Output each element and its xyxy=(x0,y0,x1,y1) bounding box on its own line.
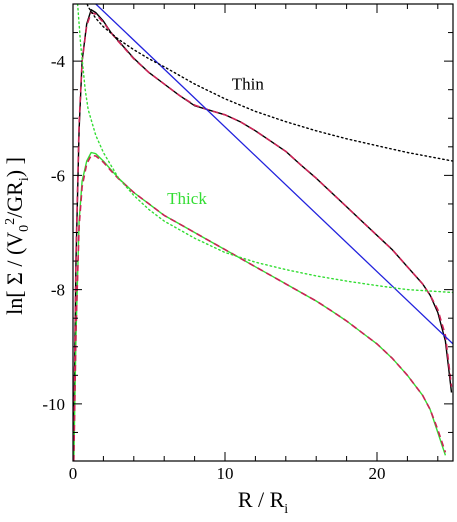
y-axis-title-part-3: /GR xyxy=(2,181,27,218)
y-axis-title-part-5: ) ] xyxy=(2,157,27,177)
series-line-2 xyxy=(73,151,447,461)
plot-frame xyxy=(72,3,454,462)
y-axis-title-part-2: 2 xyxy=(3,218,18,225)
y-axis-title-part-4: i xyxy=(17,177,32,181)
anno-thick: Thick xyxy=(167,189,207,208)
tick-label-layer: 0 10 20 -4 -6 -8 -10 xyxy=(42,52,385,483)
series-line-1 xyxy=(73,11,453,433)
y-axis-title: ln[ Σ / (V02/GRi) ] xyxy=(2,157,32,315)
x-tick-label-10: 10 xyxy=(217,464,234,483)
tick-layer xyxy=(72,3,453,462)
y-tick-label--6: -6 xyxy=(51,166,65,185)
y-axis-title-part-0: ln[ Σ / (V xyxy=(2,232,27,315)
y-tick-label--4: -4 xyxy=(51,52,66,71)
series-line-4 xyxy=(95,4,453,345)
series-line-5 xyxy=(86,4,453,162)
x-axis-title-main: R / R xyxy=(238,487,285,512)
x-tick-label-0: 0 xyxy=(69,464,78,483)
series-line-3 xyxy=(73,154,447,461)
x-axis-title: R / Ri xyxy=(238,487,288,517)
anno-thin: Thin xyxy=(232,75,265,94)
x-tick-label-20: 20 xyxy=(369,464,386,483)
series-line-0 xyxy=(73,8,453,433)
series-layer xyxy=(73,4,453,461)
series-line-6 xyxy=(76,4,453,294)
y-axis-title-part-1: 0 xyxy=(17,225,32,232)
y-tick-label--10: -10 xyxy=(42,395,65,414)
x-axis-title-sub: i xyxy=(284,502,288,517)
y-tick-label--8: -8 xyxy=(51,281,65,300)
